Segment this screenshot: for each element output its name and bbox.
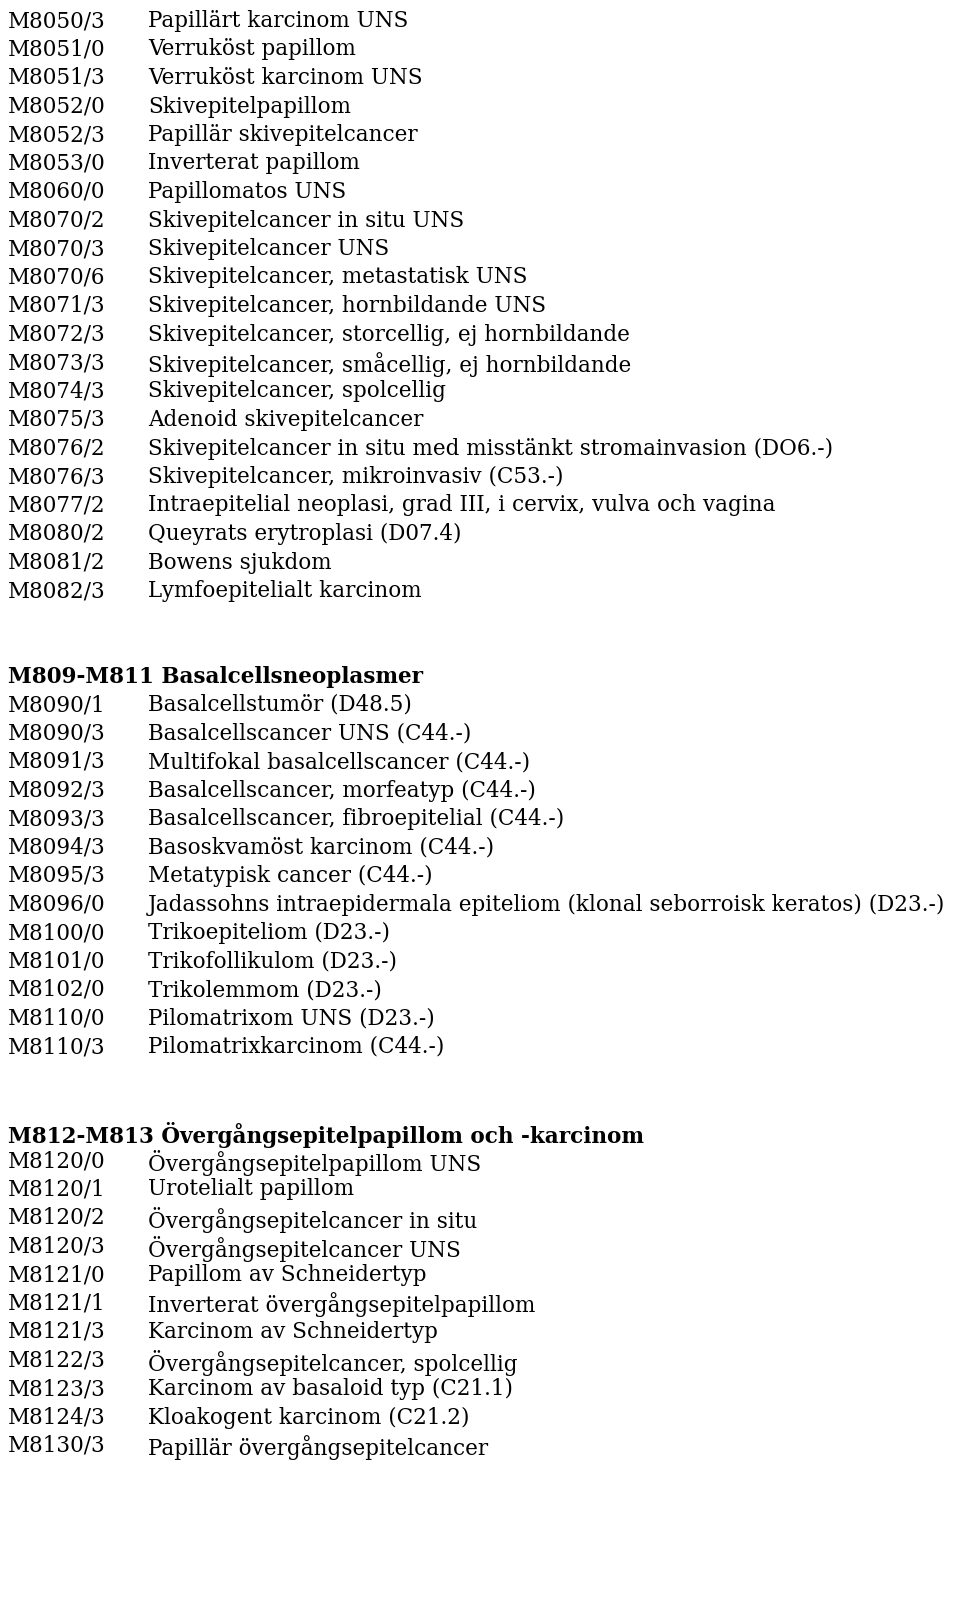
Text: Kloakogent karcinom (C21.2): Kloakogent karcinom (C21.2) <box>148 1407 469 1429</box>
Text: Pilomatrixom UNS (D23.-): Pilomatrixom UNS (D23.-) <box>148 1007 435 1030</box>
Text: M8110/0: M8110/0 <box>8 1007 106 1030</box>
Text: M8123/3: M8123/3 <box>8 1378 106 1400</box>
Text: Basalcellstumör (D48.5): Basalcellstumör (D48.5) <box>148 695 412 715</box>
Text: Övergångsepitelcancer, spolcellig: Övergångsepitelcancer, spolcellig <box>148 1349 517 1376</box>
Text: Skivepitelcancer, hornbildande UNS: Skivepitelcancer, hornbildande UNS <box>148 295 546 318</box>
Text: M8052/0: M8052/0 <box>8 96 106 117</box>
Text: Papillär skivepitelcancer: Papillär skivepitelcancer <box>148 124 418 146</box>
Text: M8120/3: M8120/3 <box>8 1235 106 1258</box>
Text: M8051/0: M8051/0 <box>8 38 106 61</box>
Text: M812-M813 Övergångsepitelpapillom och -karcinom: M812-M813 Övergångsepitelpapillom och -k… <box>8 1121 644 1147</box>
Text: M8071/3: M8071/3 <box>8 295 106 318</box>
Text: M8092/3: M8092/3 <box>8 780 106 802</box>
Text: M8072/3: M8072/3 <box>8 324 106 345</box>
Text: Inverterat papillom: Inverterat papillom <box>148 152 360 175</box>
Text: Adenoid skivepitelcancer: Adenoid skivepitelcancer <box>148 409 423 431</box>
Text: M8075/3: M8075/3 <box>8 409 106 431</box>
Text: Skivepitelcancer, mikroinvasiv (C53.-): Skivepitelcancer, mikroinvasiv (C53.-) <box>148 467 564 488</box>
Text: Skivepitelcancer, småcellig, ej hornbildande: Skivepitelcancer, småcellig, ej hornbild… <box>148 351 632 377</box>
Text: Intraepitelial neoplasi, grad III, i cervix, vulva och vagina: Intraepitelial neoplasi, grad III, i cer… <box>148 494 776 516</box>
Text: M8090/3: M8090/3 <box>8 722 106 744</box>
Text: M8050/3: M8050/3 <box>8 10 106 32</box>
Text: Urotelialt papillom: Urotelialt papillom <box>148 1179 354 1200</box>
Text: Skivepitelcancer in situ UNS: Skivepitelcancer in situ UNS <box>148 210 465 231</box>
Text: M8100/0: M8100/0 <box>8 922 106 945</box>
Text: Skivepitelcancer in situ med misstänkt stromainvasion (DO6.-): Skivepitelcancer in situ med misstänkt s… <box>148 438 833 460</box>
Text: Queyrats erytroplasi (D07.4): Queyrats erytroplasi (D07.4) <box>148 523 462 545</box>
Text: M8110/3: M8110/3 <box>8 1036 106 1059</box>
Text: Basoskvamöst karcinom (C44.-): Basoskvamöst karcinom (C44.-) <box>148 837 494 858</box>
Text: M8102/0: M8102/0 <box>8 978 106 1001</box>
Text: M8122/3: M8122/3 <box>8 1349 106 1371</box>
Text: Verruköst papillom: Verruköst papillom <box>148 38 356 61</box>
Text: Trikolemmom (D23.-): Trikolemmom (D23.-) <box>148 978 382 1001</box>
Text: M8093/3: M8093/3 <box>8 808 106 829</box>
Text: Lymfoepitelialt karcinom: Lymfoepitelialt karcinom <box>148 581 421 602</box>
Text: Basalcellscancer, fibroepitelial (C44.-): Basalcellscancer, fibroepitelial (C44.-) <box>148 808 564 831</box>
Text: M8076/3: M8076/3 <box>8 467 106 488</box>
Text: Basalcellscancer UNS (C44.-): Basalcellscancer UNS (C44.-) <box>148 722 471 744</box>
Text: Papillomatos UNS: Papillomatos UNS <box>148 181 347 204</box>
Text: M8070/3: M8070/3 <box>8 237 106 260</box>
Text: Karcinom av basaloid typ (C21.1): Karcinom av basaloid typ (C21.1) <box>148 1378 513 1400</box>
Text: Övergångsepitelpapillom UNS: Övergångsepitelpapillom UNS <box>148 1150 481 1176</box>
Text: M8070/6: M8070/6 <box>8 266 106 289</box>
Text: Papillom av Schneidertyp: Papillom av Schneidertyp <box>148 1264 426 1286</box>
Text: M8094/3: M8094/3 <box>8 837 106 858</box>
Text: M8095/3: M8095/3 <box>8 865 106 887</box>
Text: Skivepitelcancer, spolcellig: Skivepitelcancer, spolcellig <box>148 380 446 403</box>
Text: Skivepitelcancer, storcellig, ej hornbildande: Skivepitelcancer, storcellig, ej hornbil… <box>148 324 630 345</box>
Text: M8052/3: M8052/3 <box>8 124 106 146</box>
Text: M8121/3: M8121/3 <box>8 1322 106 1343</box>
Text: M8120/2: M8120/2 <box>8 1206 106 1229</box>
Text: M8074/3: M8074/3 <box>8 380 106 403</box>
Text: Skivepitelcancer, metastatisk UNS: Skivepitelcancer, metastatisk UNS <box>148 266 527 289</box>
Text: M8124/3: M8124/3 <box>8 1407 106 1429</box>
Text: Metatypisk cancer (C44.-): Metatypisk cancer (C44.-) <box>148 865 433 887</box>
Text: M8051/3: M8051/3 <box>8 67 106 88</box>
Text: M8101/0: M8101/0 <box>8 951 106 972</box>
Text: Multifokal basalcellscancer (C44.-): Multifokal basalcellscancer (C44.-) <box>148 751 530 773</box>
Text: Bowens sjukdom: Bowens sjukdom <box>148 552 331 574</box>
Text: M8060/0: M8060/0 <box>8 181 106 204</box>
Text: Trikofollikulom (D23.-): Trikofollikulom (D23.-) <box>148 951 397 972</box>
Text: M8053/0: M8053/0 <box>8 152 106 175</box>
Text: Papillärt karcinom UNS: Papillärt karcinom UNS <box>148 10 408 32</box>
Text: Övergångsepitelcancer UNS: Övergångsepitelcancer UNS <box>148 1235 461 1261</box>
Text: M8090/1: M8090/1 <box>8 695 106 715</box>
Text: M8096/0: M8096/0 <box>8 893 106 916</box>
Text: Pilomatrixkarcinom (C44.-): Pilomatrixkarcinom (C44.-) <box>148 1036 444 1059</box>
Text: Basalcellscancer, morfeatyp (C44.-): Basalcellscancer, morfeatyp (C44.-) <box>148 780 536 802</box>
Text: M8070/2: M8070/2 <box>8 210 106 231</box>
Text: Skivepitelpapillom: Skivepitelpapillom <box>148 96 351 117</box>
Text: M8091/3: M8091/3 <box>8 751 106 773</box>
Text: M8073/3: M8073/3 <box>8 351 106 374</box>
Text: Trikoepiteliom (D23.-): Trikoepiteliom (D23.-) <box>148 922 390 945</box>
Text: M8081/2: M8081/2 <box>8 552 106 574</box>
Text: M8120/0: M8120/0 <box>8 1150 106 1173</box>
Text: M8080/2: M8080/2 <box>8 523 106 545</box>
Text: Verruköst karcinom UNS: Verruköst karcinom UNS <box>148 67 422 88</box>
Text: M8130/3: M8130/3 <box>8 1436 106 1456</box>
Text: M8121/1: M8121/1 <box>8 1293 106 1315</box>
Text: Inverterat övergångsepitelpapillom: Inverterat övergångsepitelpapillom <box>148 1293 536 1317</box>
Text: Jadassohns intraepidermala epiteliom (klonal seborroisk keratos) (D23.-): Jadassohns intraepidermala epiteliom (kl… <box>148 893 946 916</box>
Text: M8082/3: M8082/3 <box>8 581 106 602</box>
Text: M8077/2: M8077/2 <box>8 494 106 516</box>
Text: Karcinom av Schneidertyp: Karcinom av Schneidertyp <box>148 1322 438 1343</box>
Text: Övergångsepitelcancer in situ: Övergångsepitelcancer in situ <box>148 1206 477 1233</box>
Text: Papillär övergångsepitelcancer: Papillär övergångsepitelcancer <box>148 1436 488 1460</box>
Text: M809-M811 Basalcellsneoplasmer: M809-M811 Basalcellsneoplasmer <box>8 666 423 688</box>
Text: M8121/0: M8121/0 <box>8 1264 106 1286</box>
Text: Skivepitelcancer UNS: Skivepitelcancer UNS <box>148 237 389 260</box>
Text: M8120/1: M8120/1 <box>8 1179 106 1200</box>
Text: M8076/2: M8076/2 <box>8 438 106 459</box>
